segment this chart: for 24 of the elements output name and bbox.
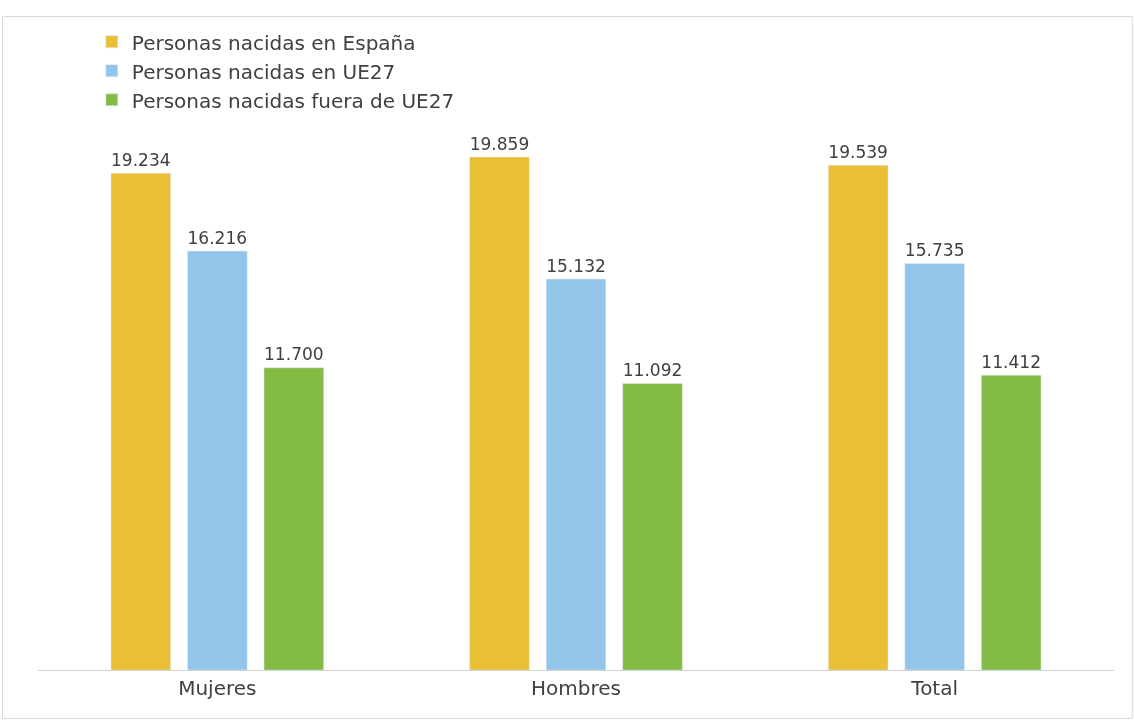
bar <box>981 374 1042 670</box>
legend-label: Personas nacidas fuera de UE27 <box>131 88 455 113</box>
data-label: 19.234 <box>110 149 171 170</box>
data-label: 15.735 <box>904 240 965 261</box>
data-label: 11.412 <box>981 351 1042 372</box>
data-label: 19.859 <box>469 133 530 154</box>
x-tick-label: Hombres <box>531 676 621 700</box>
bar <box>545 278 607 670</box>
bar <box>622 383 683 670</box>
bar <box>263 367 324 670</box>
x-tick-label: Mujeres <box>178 676 257 700</box>
x-tick-label: Total <box>910 676 959 700</box>
legend-label: Personas nacidas en España <box>131 30 416 55</box>
data-label: 11.700 <box>264 344 324 365</box>
data-label: 15.132 <box>546 255 606 276</box>
bar <box>828 165 889 670</box>
bar <box>110 172 171 670</box>
data-label: 11.092 <box>622 360 683 381</box>
bar <box>904 263 965 670</box>
bar <box>187 250 248 670</box>
legend-label: Personas nacidas en UE27 <box>131 59 396 84</box>
bar <box>469 156 530 670</box>
data-label: 19.539 <box>828 142 888 163</box>
data-label: 16.216 <box>187 227 248 248</box>
